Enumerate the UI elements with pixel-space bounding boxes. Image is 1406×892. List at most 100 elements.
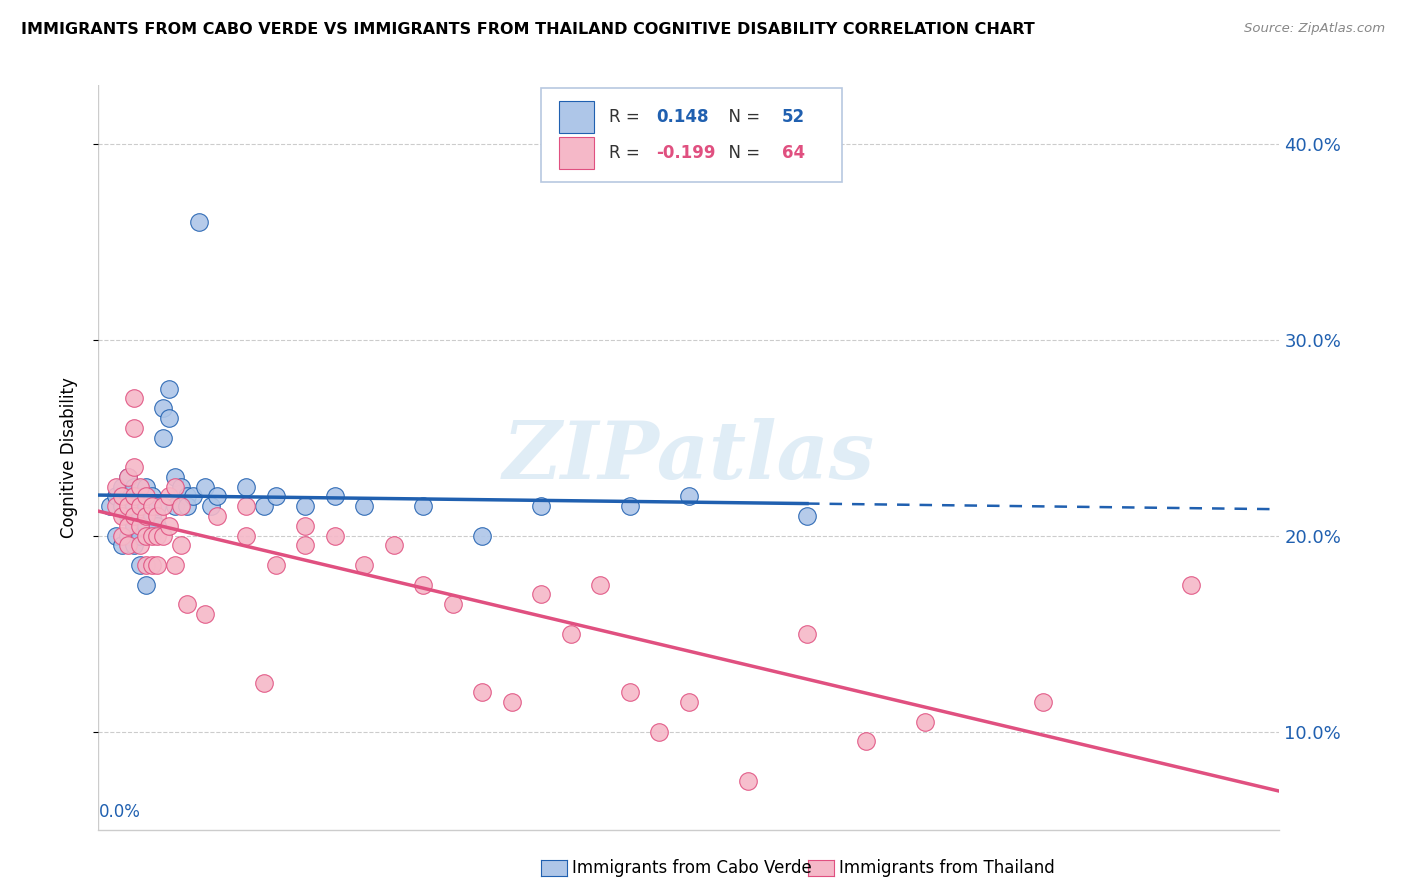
- Point: [105, 528, 128, 542]
- Point: [412, 499, 434, 513]
- Point: [111, 508, 134, 523]
- Point: [796, 508, 818, 523]
- Point: [170, 499, 193, 513]
- Text: ZIPatlas: ZIPatlas: [503, 418, 875, 496]
- Point: [135, 489, 157, 503]
- Point: [157, 382, 180, 396]
- Point: [141, 558, 163, 572]
- Point: [152, 431, 174, 445]
- Point: [165, 558, 187, 572]
- Text: R =: R =: [609, 108, 644, 126]
- Point: [122, 508, 145, 523]
- Text: Immigrants from Cabo Verde: Immigrants from Cabo Verde: [572, 859, 813, 877]
- Point: [122, 489, 145, 503]
- Point: [128, 508, 150, 523]
- Point: [111, 479, 134, 493]
- Point: [146, 558, 169, 572]
- Point: [648, 724, 671, 739]
- FancyBboxPatch shape: [560, 101, 595, 133]
- Point: [619, 685, 641, 699]
- Point: [146, 518, 169, 533]
- Point: [165, 499, 187, 513]
- Point: [141, 528, 163, 542]
- Point: [157, 489, 180, 503]
- Point: [264, 489, 287, 503]
- Point: [176, 597, 198, 611]
- Text: IMMIGRANTS FROM CABO VERDE VS IMMIGRANTS FROM THAILAND COGNITIVE DISABILITY CORR: IMMIGRANTS FROM CABO VERDE VS IMMIGRANTS…: [21, 22, 1035, 37]
- Point: [205, 489, 228, 503]
- Point: [135, 479, 157, 493]
- Point: [117, 499, 139, 513]
- Point: [205, 508, 228, 523]
- Point: [737, 773, 759, 788]
- Point: [253, 675, 276, 690]
- Point: [111, 538, 134, 552]
- Point: [796, 626, 818, 640]
- Point: [678, 695, 700, 709]
- Point: [294, 538, 316, 552]
- Point: [128, 538, 150, 552]
- Point: [1032, 695, 1054, 709]
- Point: [128, 558, 150, 572]
- Point: [530, 499, 553, 513]
- Point: [294, 518, 316, 533]
- Point: [678, 489, 700, 503]
- Point: [353, 558, 375, 572]
- Point: [855, 734, 877, 748]
- Point: [441, 597, 464, 611]
- Point: [152, 528, 174, 542]
- Point: [235, 528, 257, 542]
- Point: [122, 421, 145, 435]
- Point: [105, 499, 128, 513]
- Point: [105, 479, 128, 493]
- Point: [122, 479, 145, 493]
- Point: [122, 518, 145, 533]
- Point: [122, 392, 145, 406]
- Point: [122, 538, 145, 552]
- Text: -0.199: -0.199: [655, 144, 716, 161]
- Point: [135, 577, 157, 591]
- Point: [170, 538, 193, 552]
- Point: [135, 499, 157, 513]
- Point: [589, 577, 612, 591]
- Point: [471, 685, 494, 699]
- Text: Immigrants from Thailand: Immigrants from Thailand: [839, 859, 1054, 877]
- Point: [181, 489, 204, 503]
- Point: [501, 695, 523, 709]
- Point: [412, 577, 434, 591]
- Point: [294, 499, 316, 513]
- Point: [146, 508, 169, 523]
- Point: [141, 499, 163, 513]
- Point: [105, 489, 128, 503]
- Point: [165, 469, 187, 483]
- Point: [111, 499, 134, 513]
- Point: [530, 587, 553, 601]
- Point: [165, 479, 187, 493]
- Y-axis label: Cognitive Disability: Cognitive Disability: [59, 376, 77, 538]
- Point: [141, 508, 163, 523]
- Text: 0.148: 0.148: [655, 108, 709, 126]
- Point: [117, 508, 139, 523]
- Point: [176, 489, 198, 503]
- Text: N =: N =: [718, 108, 766, 126]
- Text: N =: N =: [718, 144, 766, 161]
- Point: [152, 499, 174, 513]
- Point: [128, 518, 150, 533]
- Point: [187, 215, 209, 229]
- Point: [117, 469, 139, 483]
- Point: [128, 489, 150, 503]
- Text: 64: 64: [782, 144, 806, 161]
- Point: [111, 489, 134, 503]
- Point: [122, 499, 145, 513]
- Point: [253, 499, 276, 513]
- Point: [560, 626, 582, 640]
- Point: [323, 489, 346, 503]
- Point: [176, 499, 198, 513]
- Point: [471, 528, 494, 542]
- Point: [323, 528, 346, 542]
- Point: [117, 528, 139, 542]
- Point: [117, 518, 139, 533]
- Point: [194, 607, 217, 621]
- Point: [200, 499, 222, 513]
- Point: [1180, 577, 1202, 591]
